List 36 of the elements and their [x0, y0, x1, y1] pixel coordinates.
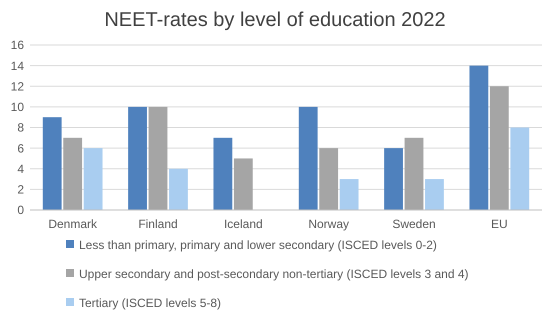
bar: [42, 117, 62, 210]
bar: [128, 106, 147, 210]
legend-label: Upper secondary and post-secondary non-tertiary (ISCED levels 3 and 4): [79, 267, 469, 282]
x-tick-label: Norway: [308, 217, 350, 231]
y-tick-label: 10: [10, 100, 24, 114]
x-tick-label: Finland: [138, 217, 178, 231]
bar: [213, 138, 232, 210]
y-tick-label: 6: [17, 141, 24, 156]
x-tick-label: Sweden: [392, 217, 436, 231]
chart-title: NEET-rates by level of education 2022: [104, 9, 446, 31]
y-tick-label: 12: [10, 79, 24, 94]
x-tick-label: Iceland: [224, 217, 263, 231]
bar: [510, 128, 530, 210]
bar: [169, 168, 188, 210]
bar: [234, 158, 253, 210]
y-tick-label: 14: [10, 58, 24, 73]
bar: [319, 148, 338, 210]
x-tick-label: EU: [490, 217, 508, 231]
bar: [425, 179, 444, 210]
bar: [384, 148, 403, 210]
y-tick-label: 8: [17, 120, 24, 135]
legend-label: Less than primary, primary and lower secondary (ISCED levels 0-2): [79, 238, 437, 252]
x-tick-label: Denmark: [48, 217, 98, 231]
bar: [469, 66, 488, 210]
bar: [63, 138, 82, 210]
bar: [404, 138, 424, 210]
y-tick-label: 4: [17, 162, 24, 176]
bar: [490, 86, 509, 210]
bar: [340, 179, 359, 210]
bar: [148, 106, 168, 210]
bar: [84, 148, 103, 210]
legend-label: Tertiary (ISCED levels 5-8): [79, 296, 222, 310]
bar: [298, 106, 318, 210]
y-tick-label: 0: [17, 203, 24, 218]
y-tick-label: 2: [17, 182, 24, 197]
y-tick-label: 16: [10, 38, 24, 52]
